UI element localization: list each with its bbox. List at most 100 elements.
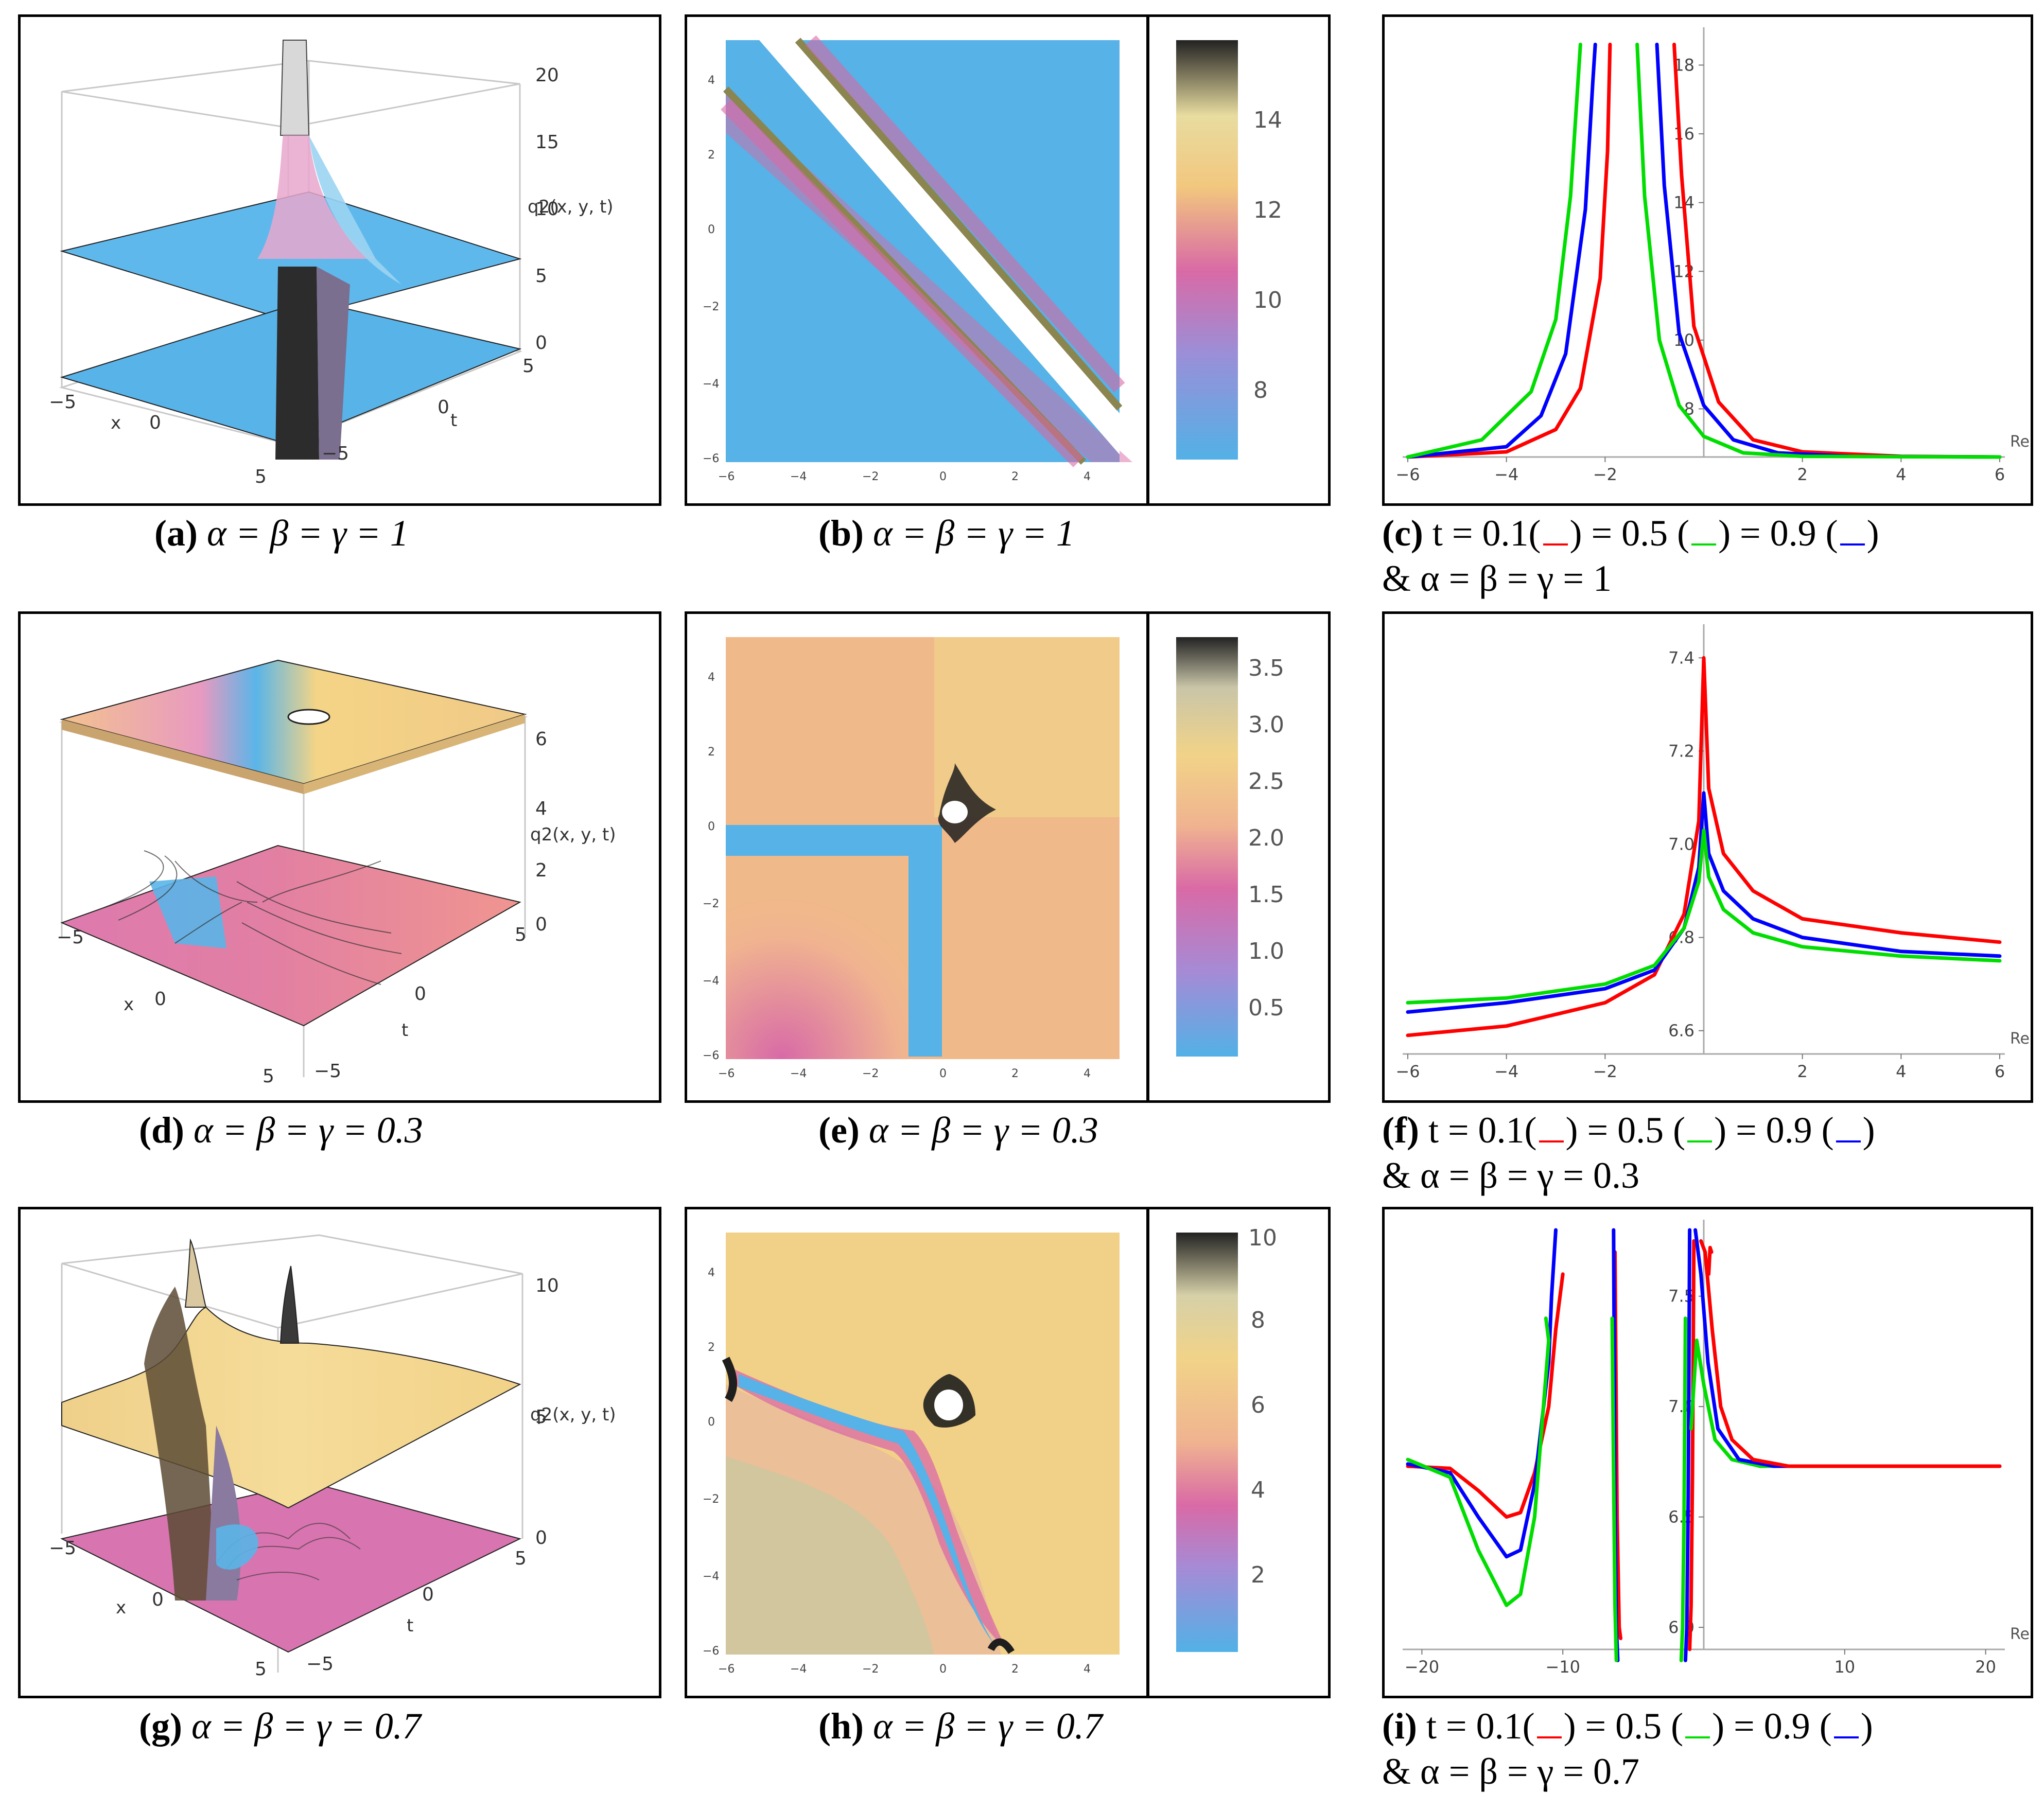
x-tick-label: −10: [1545, 1657, 1580, 1677]
caption-f: (f) t = 0.1() = 0.5 () = 0.9 () & α = β …: [1382, 1112, 1875, 1194]
x-tick: −4: [790, 1067, 807, 1080]
y-tick: −6: [703, 1645, 719, 1658]
series-line-green: [1406, 42, 1582, 459]
caption-letter: (f): [1382, 1110, 1419, 1151]
x-tick-label: 20: [1975, 1657, 1996, 1677]
t-tick: −5: [322, 443, 349, 464]
t-axis-label: t: [450, 410, 457, 431]
x-tick-label: 6: [1995, 465, 2005, 484]
x-axis-label: x: [111, 413, 121, 433]
z-axis-label: q2(x, y, t): [528, 197, 614, 217]
caption-text: ) = 0.9 (: [1718, 513, 1838, 554]
caption-i: (i) t = 0.1() = 0.5 () = 0.9 () & α = β …: [1382, 1708, 1873, 1790]
density-plot-b: 14 12 10 8 −6 −4 −2 0 2 4 4 2 0 −2 −4 −6: [685, 14, 1331, 506]
x-tick: −4: [790, 1663, 807, 1676]
t-tick: −5: [306, 1654, 334, 1675]
colorbar-tick: 4: [1251, 1477, 1265, 1503]
t-tick: 0: [414, 983, 426, 1005]
y-tick: 4: [708, 1267, 715, 1279]
y-tick: −2: [703, 1493, 719, 1506]
colorbar-tick: 6: [1251, 1392, 1265, 1418]
colorbar-tick: 2: [1251, 1562, 1265, 1588]
x-tick-label: −4: [1494, 465, 1518, 484]
x-tick: −6: [718, 1663, 735, 1676]
caption-text: ) = 0.9 (: [1712, 1705, 1832, 1747]
colorbar-tick: 12: [1253, 197, 1282, 223]
x-tick-label: 2: [1797, 1062, 1807, 1081]
caption-d: (d) α = β = γ = 0.3: [139, 1112, 423, 1149]
caption-line2: & α = β = γ = 1: [1382, 558, 1612, 599]
caption-text: t = 0.1(: [1428, 1110, 1537, 1151]
x-tick: −5: [57, 927, 84, 948]
density-plot-h: 10 8 6 4 2 −6 −4 −2 0 2 4 4 2 0 −2 −4 −6: [685, 1207, 1331, 1698]
y-tick-label: 7.0: [1668, 835, 1694, 854]
series-line-blue: [1683, 1228, 1692, 1662]
series-line-green: [1610, 1316, 1618, 1662]
y-tick-label: 7.2: [1668, 741, 1694, 761]
caption-text: ) = 0.5 (: [1569, 513, 1690, 554]
x-tick: 2: [1011, 470, 1019, 483]
caption-letter: (a): [154, 513, 198, 554]
series-line-blue: [1406, 791, 2002, 1014]
t-tick: 5: [515, 924, 527, 945]
colorbar-tick: 10: [1253, 287, 1282, 313]
colorbar-tick: 8: [1251, 1307, 1265, 1333]
caption-params: α = β = γ = 0.3: [194, 1110, 423, 1151]
y-tick: 4: [708, 74, 715, 87]
caption-params: α = β = γ = 1: [206, 513, 409, 554]
y-tick-label: 6.5: [1668, 1507, 1694, 1527]
y-tick: −2: [703, 898, 719, 910]
series-line-blue: [1406, 1228, 1558, 1559]
z-tick: 10: [535, 1275, 559, 1296]
caption-g: (g) α = β = γ = 0.7: [139, 1708, 421, 1745]
x-tick: −5: [49, 392, 76, 413]
colorbar-tick: 14: [1253, 107, 1282, 133]
caption-text: t = 0.1(: [1432, 513, 1541, 554]
caption-h: (h) α = β = γ = 0.7: [818, 1708, 1103, 1745]
y-tick: 0: [708, 820, 715, 833]
z-tick: 10: [535, 199, 559, 220]
x-tick: 0: [152, 1589, 164, 1610]
y-tick: 0: [708, 223, 715, 236]
colorbar-tick: 1.5: [1248, 882, 1284, 908]
colorbar-tick: 10: [1248, 1225, 1277, 1251]
x-tick-label: −20: [1405, 1657, 1440, 1677]
x-tick: −4: [790, 470, 807, 483]
y-tick: 2: [708, 746, 715, 759]
x-tick-label: 10: [1834, 1657, 1855, 1677]
z-tick: 4: [535, 798, 547, 819]
caption-letter: (g): [139, 1705, 182, 1747]
y-tick-label: 6.6: [1668, 1021, 1694, 1041]
y-tick: −4: [703, 378, 719, 391]
x-tick: 0: [939, 470, 947, 483]
caption-letter: (c): [1382, 513, 1423, 554]
x-tick: 0: [939, 1663, 947, 1676]
caption-text: ): [1862, 1110, 1875, 1151]
caption-a: (a) α = β = γ = 1: [154, 515, 409, 552]
y-tick: 2: [708, 1341, 715, 1354]
density-plot-e: 3.5 3.0 2.5 2.0 1.5 1.0 0.5 −6 −4 −2 0 2…: [685, 611, 1331, 1103]
colorbar-tick: 1.0: [1248, 938, 1284, 964]
z-tick: 0: [535, 332, 547, 354]
series-line-green: [1679, 1316, 1687, 1662]
t-tick: 5: [515, 1548, 527, 1569]
x-tick: −5: [49, 1538, 76, 1559]
surface-plot-g: q2(x, y, t) 10 5 0 x −5 0 5 t 5 0 −5: [18, 1207, 661, 1698]
series-line-green: [1406, 1316, 1551, 1607]
colorbar-tick: 8: [1253, 377, 1268, 403]
caption-b: (b) α = β = γ = 1: [818, 515, 1075, 552]
x-tick-label: 4: [1896, 1062, 1906, 1081]
caption-line2: & α = β = γ = 0.3: [1382, 1155, 1639, 1196]
colorbar-tick: 0.5: [1248, 995, 1284, 1021]
y-tick-label: 16: [1673, 124, 1694, 144]
x-tick: 0: [154, 989, 166, 1010]
series-line-green: [1406, 828, 2002, 1005]
z-tick: 2: [535, 860, 547, 881]
z-tick: 20: [535, 65, 559, 86]
x-tick: 2: [1011, 1067, 1019, 1080]
y-tick: 4: [708, 671, 715, 684]
surface-plot-d: q2(x, y, t) 6 4 2 0 x −5 0 5 t 5 0 −5: [18, 611, 661, 1103]
x-tick: −6: [718, 470, 735, 483]
colorbar-tick: 3.0: [1248, 712, 1284, 738]
